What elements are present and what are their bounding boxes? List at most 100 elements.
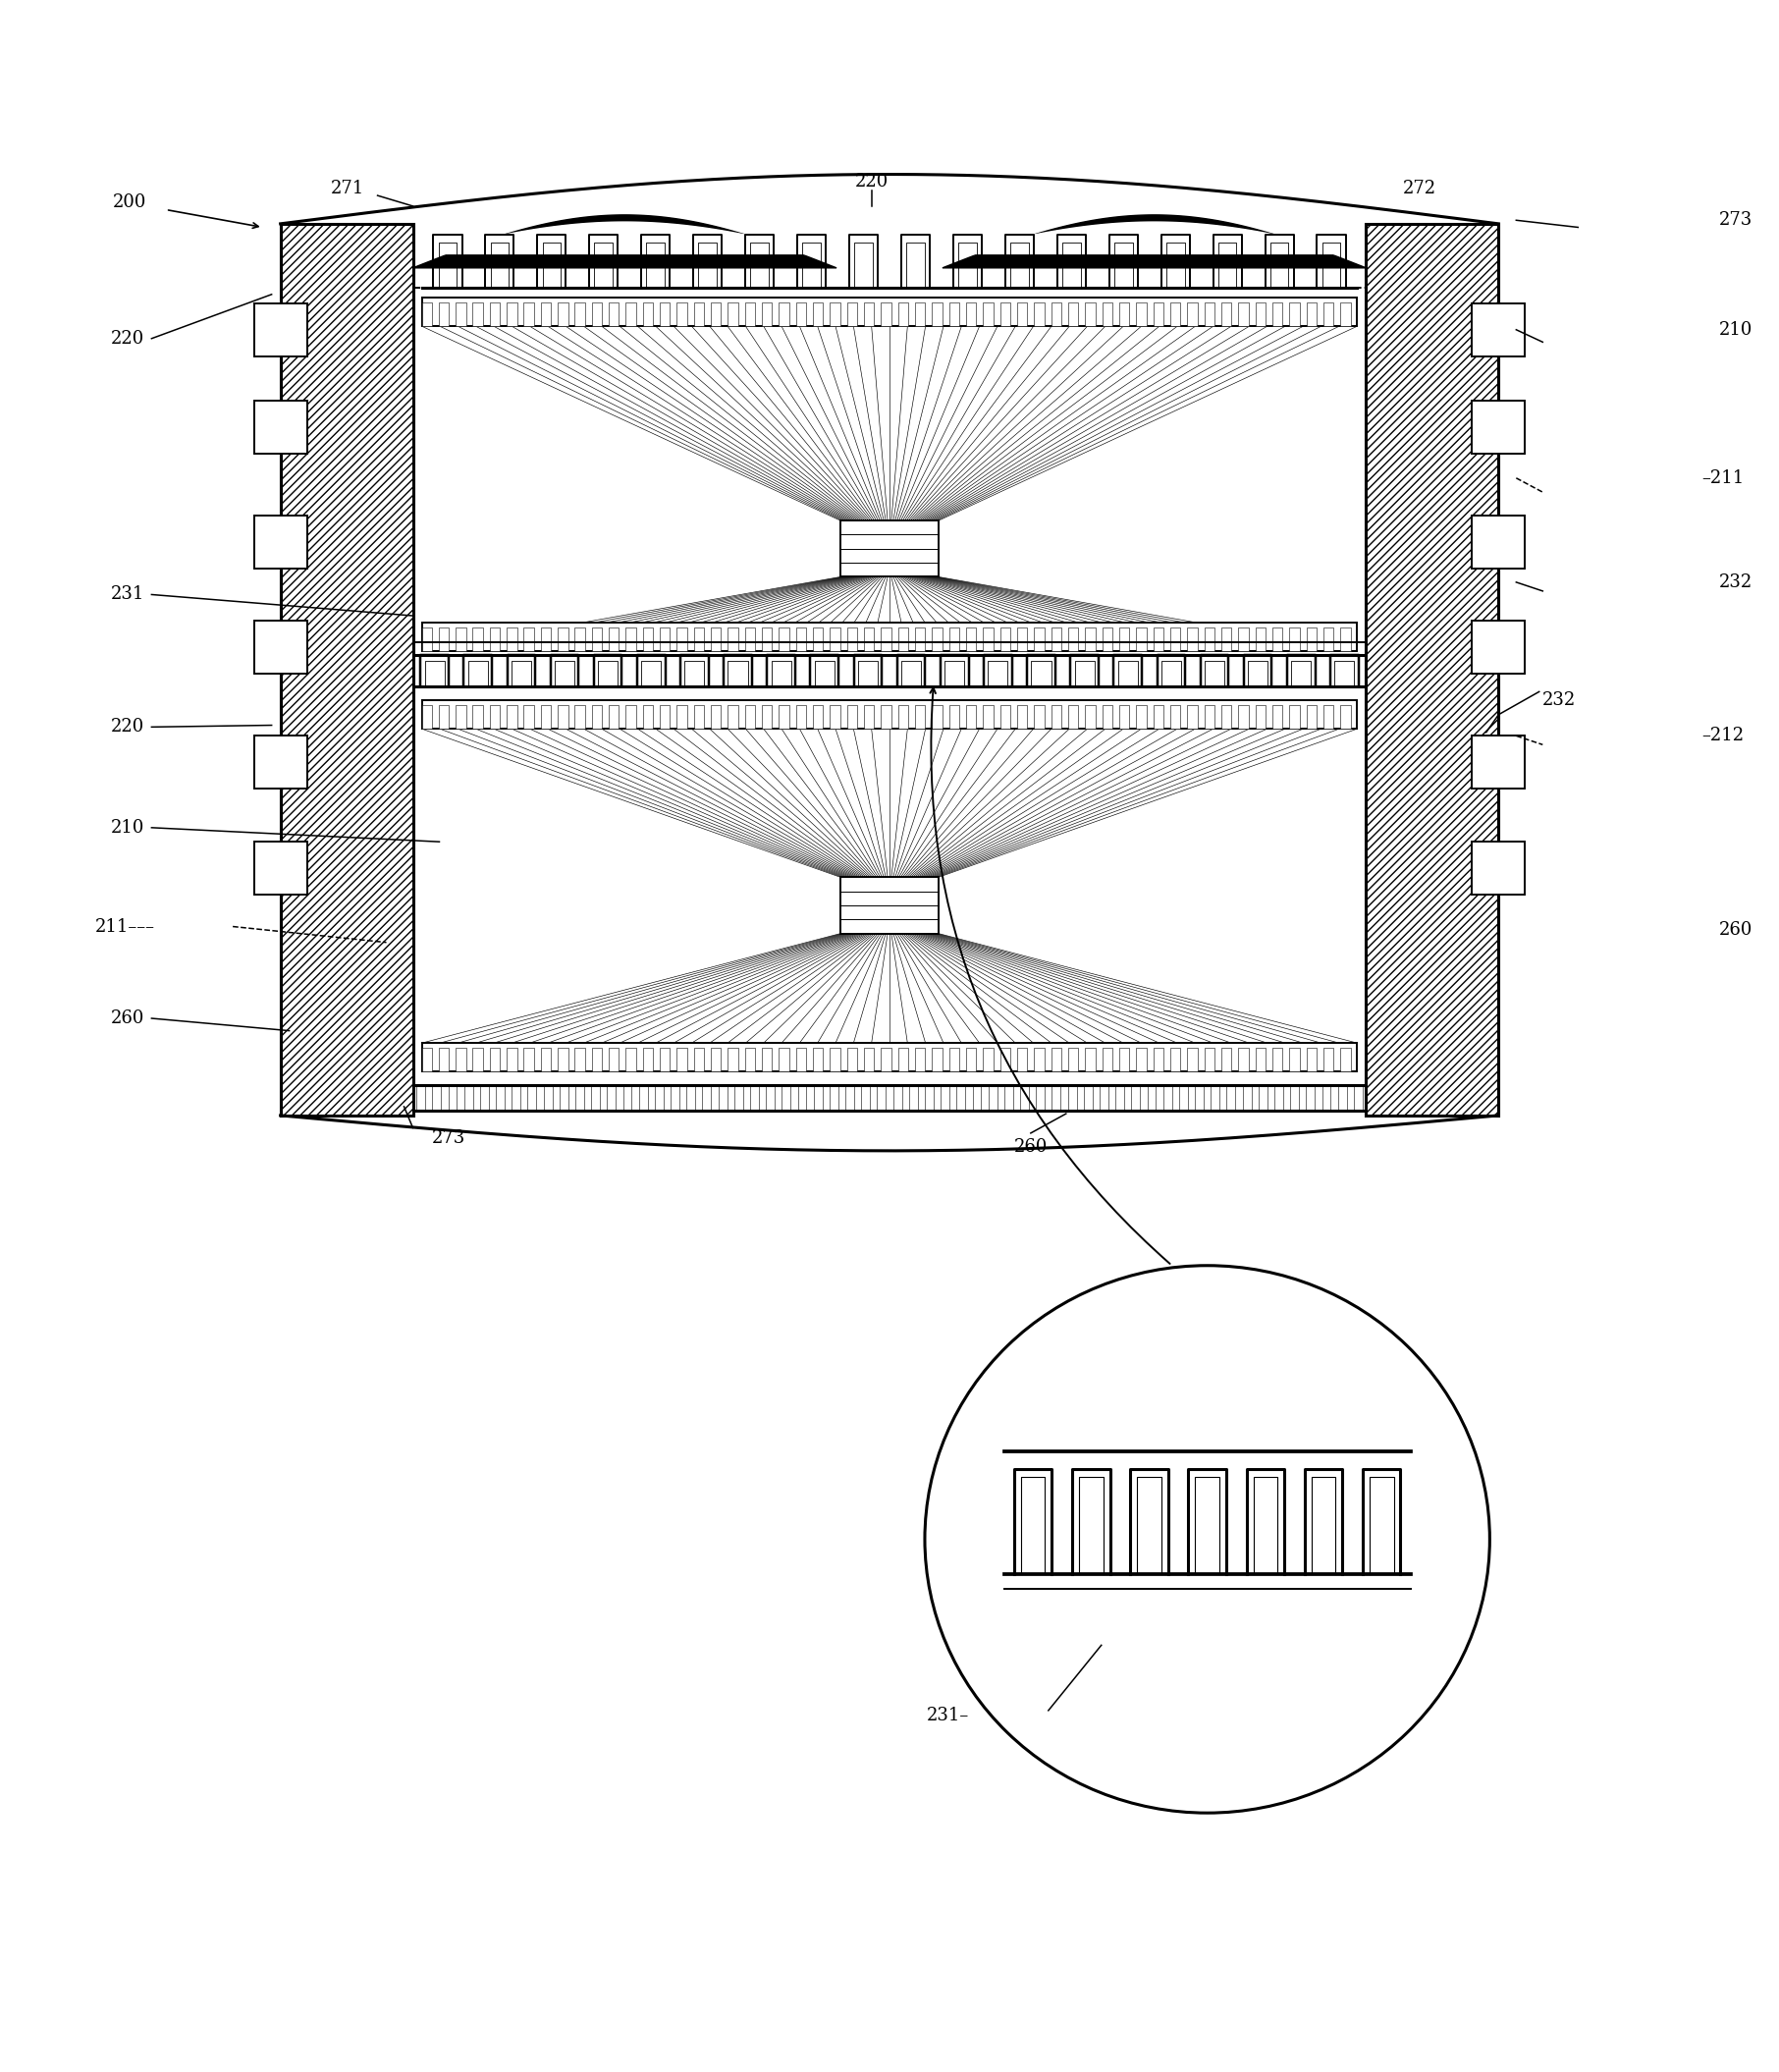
Text: 260: 260 [1719,922,1752,939]
Bar [795,704,806,729]
Bar [898,628,909,651]
Bar [1324,1046,1334,1071]
Bar [914,1046,925,1071]
Bar [1051,1046,1062,1071]
Bar [881,704,891,729]
Bar [1290,628,1299,651]
Bar [840,520,939,576]
Bar [473,628,482,651]
Bar [1051,628,1062,651]
Polygon shape [422,222,827,253]
Bar [898,704,909,729]
Bar [455,303,466,325]
Bar [1018,704,1026,729]
Bar [1187,628,1197,651]
Bar [932,704,943,729]
Bar [1306,1046,1316,1071]
Bar [795,628,806,651]
Bar [865,628,873,651]
Bar [254,516,308,568]
Bar [745,628,754,651]
Text: 231: 231 [110,586,144,603]
Bar [660,303,671,325]
Bar [1119,704,1130,729]
Bar [559,628,568,651]
Bar [439,704,448,729]
Bar [523,303,534,325]
Bar [948,303,959,325]
Text: 232: 232 [1542,692,1576,709]
Text: 260: 260 [1014,1138,1048,1156]
Bar [1034,628,1044,651]
Text: 272: 272 [1402,180,1436,197]
Bar [712,628,720,651]
Bar [898,303,909,325]
Bar [1256,303,1265,325]
Bar [1103,704,1112,729]
Bar [1000,628,1010,651]
Bar [1340,628,1350,651]
Bar [932,628,943,651]
Bar [541,704,551,729]
Bar [1051,303,1062,325]
Bar [779,704,790,729]
Bar [865,704,873,729]
Bar [1324,303,1334,325]
Text: 273: 273 [431,1129,464,1148]
Text: 210: 210 [1719,321,1752,338]
Bar [1187,303,1197,325]
Bar [422,624,1357,651]
Bar [694,628,704,651]
Bar [966,1046,977,1071]
Bar [813,628,824,651]
Bar [1324,628,1334,651]
Bar [608,1046,619,1071]
Bar [1119,1046,1130,1071]
Bar [795,303,806,325]
Bar [898,1046,909,1071]
Bar [728,303,738,325]
Bar [1256,1046,1265,1071]
Bar [1220,704,1231,729]
Bar [676,704,687,729]
Bar [1272,1046,1283,1071]
Bar [1103,1046,1112,1071]
Bar [1340,1046,1350,1071]
Bar [761,303,772,325]
Bar [694,704,704,729]
Bar [1272,704,1283,729]
Bar [660,1046,671,1071]
Text: 260: 260 [110,1009,144,1028]
Bar [1000,303,1010,325]
Bar [948,628,959,651]
Bar [914,628,925,651]
Bar [948,1046,959,1071]
Bar [1238,704,1249,729]
Bar [523,1046,534,1071]
Bar [1238,1046,1249,1071]
Bar [813,1046,824,1071]
Bar [422,1042,1357,1071]
Text: 273: 273 [1719,211,1752,230]
Bar [642,628,653,651]
Bar [559,1046,568,1071]
Bar [541,1046,551,1071]
Bar [728,1046,738,1071]
Bar [575,1046,585,1071]
Bar [1018,628,1026,651]
Bar [1034,704,1044,729]
Bar [254,841,308,895]
Bar [1204,1046,1215,1071]
Text: 231–: 231– [927,1707,970,1724]
Bar [523,704,534,729]
Bar [966,628,977,651]
Bar [473,303,482,325]
Bar [1471,400,1525,454]
Bar [1085,303,1096,325]
Bar [660,628,671,651]
Bar [984,628,993,651]
Bar [1256,628,1265,651]
Bar [948,704,959,729]
Bar [1471,622,1525,673]
Bar [626,1046,637,1071]
